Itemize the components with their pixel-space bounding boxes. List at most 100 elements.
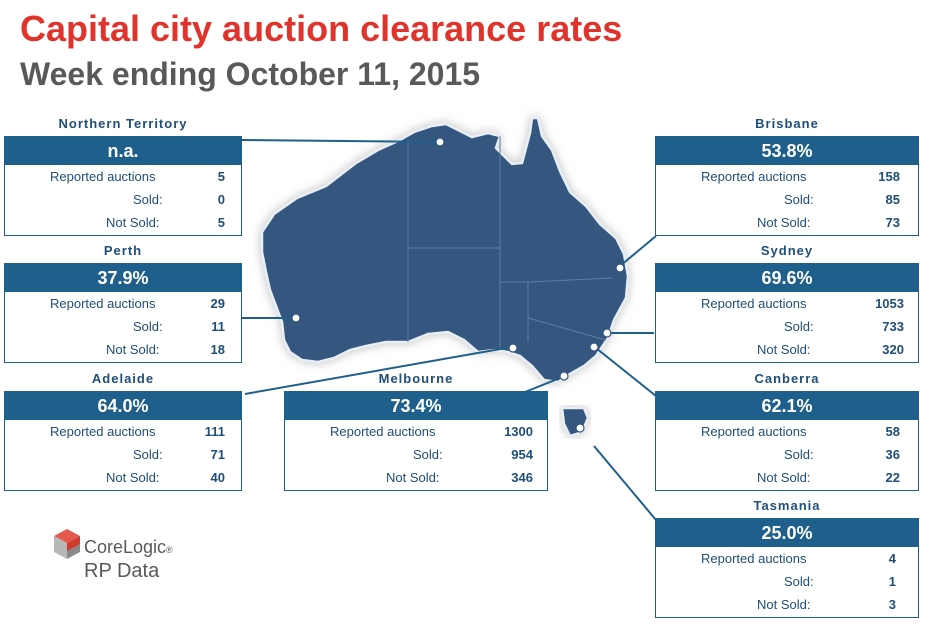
row-value: 36 (885, 447, 900, 462)
brisbane-marker (615, 263, 625, 273)
clearance-rate: 73.4% (285, 392, 547, 420)
row-label: Sold: (784, 319, 814, 334)
row-value: 22 (885, 470, 900, 485)
logo-brand-text: CoreLogic® (84, 537, 173, 558)
row-value: 40 (210, 470, 225, 485)
card-northern-territory: n.a. Reported auctions 5 Sold: 0 Not Sol… (4, 136, 242, 236)
region-label-northern-territory: Northern Territory (58, 116, 188, 131)
row-value: 1053 (875, 296, 904, 311)
row-label: Not Sold: (106, 470, 160, 485)
sydney-marker (602, 328, 612, 338)
row-reported: Reported auctions 58 (656, 420, 918, 443)
logo-sub-text: RP Data (84, 560, 160, 582)
row-value: 5 (217, 169, 225, 184)
row-label: Not Sold: (757, 215, 811, 230)
card-adelaide: 64.0% Reported auctions 111 Sold: 71 Not… (4, 391, 242, 491)
row-label: Reported auctions (701, 551, 807, 566)
darwin-marker (435, 137, 445, 147)
row-label: Reported auctions (330, 424, 436, 439)
row-label: Sold: (784, 447, 814, 462)
clearance-rate: 64.0% (5, 392, 241, 420)
perth-marker (291, 313, 301, 323)
logo-brand: CoreLogic (84, 537, 167, 557)
region-label-canberra: Canberra (754, 371, 820, 386)
row-not-sold: Not Sold: 73 (656, 211, 918, 234)
row-label: Reported auctions (50, 169, 156, 184)
clearance-rate: 37.9% (5, 264, 241, 292)
tasmania-shape (560, 406, 590, 438)
clearance-rate: 69.6% (656, 264, 918, 292)
row-label: Reported auctions (701, 169, 807, 184)
row-label: Reported auctions (701, 424, 807, 439)
row-value: 158 (878, 169, 900, 184)
row-value: 85 (885, 192, 900, 207)
row-sold: Sold: 71 (5, 443, 241, 466)
row-reported: Reported auctions 158 (656, 165, 918, 188)
mainland-shape (260, 116, 630, 384)
row-value: 111 (204, 424, 225, 439)
row-reported: Reported auctions 1053 (656, 292, 918, 315)
row-label: Not Sold: (757, 597, 811, 612)
row-sold: Sold: 733 (656, 315, 918, 338)
row-label: Not Sold: (757, 470, 811, 485)
row-label: Reported auctions (50, 296, 156, 311)
row-reported: Reported auctions 1300 (285, 420, 547, 443)
page-subtitle: Week ending October 11, 2015 (20, 56, 481, 92)
clearance-rate: n.a. (5, 137, 241, 165)
row-not-sold: Not Sold: 320 (656, 338, 918, 361)
leader-lines (241, 139, 657, 521)
clearance-rate: 25.0% (656, 519, 918, 547)
clearance-rate: 62.1% (656, 392, 918, 420)
row-value: 954 (511, 447, 533, 462)
card-melbourne: 73.4% Reported auctions 1300 Sold: 954 N… (284, 391, 548, 491)
row-value: 0 (217, 192, 225, 207)
row-value: 346 (511, 470, 533, 485)
row-value: 733 (882, 319, 904, 334)
corelogic-logo: CoreLogic® RP Data (52, 527, 182, 587)
state-borders (407, 136, 613, 350)
row-value: 4 (888, 551, 896, 566)
region-label-adelaide: Adelaide (91, 371, 155, 386)
region-label-brisbane: Brisbane (755, 116, 819, 131)
row-value: 11 (211, 319, 225, 334)
card-sydney: 69.6% Reported auctions 1053 Sold: 733 N… (655, 263, 919, 363)
card-canberra: 62.1% Reported auctions 58 Sold: 36 Not … (655, 391, 919, 491)
row-not-sold: Not Sold: 5 (5, 211, 241, 234)
row-label: Reported auctions (701, 296, 807, 311)
row-reported: Reported auctions 4 (656, 547, 918, 570)
row-not-sold: Not Sold: 346 (285, 466, 547, 489)
row-value: 58 (885, 424, 900, 439)
row-label: Sold: (413, 447, 443, 462)
row-value: 1300 (504, 424, 533, 439)
card-tasmania: 25.0% Reported auctions 4 Sold: 1 Not So… (655, 518, 919, 618)
row-label: Sold: (133, 192, 163, 207)
city-markers (291, 137, 625, 433)
row-reported: Reported auctions 111 (5, 420, 241, 443)
region-label-perth: Perth (103, 243, 143, 258)
clearance-rate: 53.8% (656, 137, 918, 165)
row-value: 18 (210, 342, 225, 357)
page-title: Capital city auction clearance rates (20, 8, 623, 49)
row-not-sold: Not Sold: 3 (656, 593, 918, 616)
row-sold: Sold: 85 (656, 188, 918, 211)
row-sold: Sold: 11 (5, 315, 241, 338)
region-label-melbourne: Melbourne (378, 371, 454, 386)
row-label: Reported auctions (50, 424, 156, 439)
row-value: 320 (882, 342, 904, 357)
row-sold: Sold: 1 (656, 570, 918, 593)
row-label: Not Sold: (106, 342, 160, 357)
row-value: 73 (885, 215, 900, 230)
region-label-tasmania: Tasmania (753, 498, 821, 513)
canberra-marker (589, 342, 599, 352)
row-value: 29 (210, 296, 225, 311)
row-label: Not Sold: (106, 215, 160, 230)
row-not-sold: Not Sold: 40 (5, 466, 241, 489)
corelogic-cube-icon (54, 529, 80, 559)
row-label: Sold: (133, 319, 163, 334)
adelaide-marker (508, 343, 518, 353)
row-sold: Sold: 36 (656, 443, 918, 466)
row-label: Not Sold: (386, 470, 440, 485)
row-value: 1 (888, 574, 896, 589)
melbourne-marker (559, 371, 569, 381)
